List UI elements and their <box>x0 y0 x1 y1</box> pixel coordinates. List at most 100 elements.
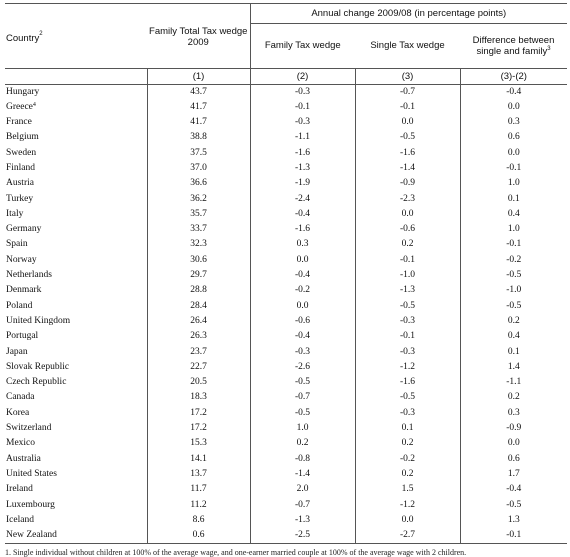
country-header-label: Country <box>6 33 40 45</box>
country-cell: New Zealand <box>5 528 147 545</box>
family-total-cell-value: 36.6 <box>190 178 207 189</box>
single-change-cell-value: -0.1 <box>399 101 416 112</box>
table-row: Norway 30.6 0.0 -0.1 -0.2 <box>5 252 568 269</box>
difference-cell-value: -0.2 <box>506 254 522 265</box>
family-total-cell: 15.3 <box>146 436 250 452</box>
family-total-cell-value: 26.4 <box>190 315 207 326</box>
family-total-cell: 20.5 <box>146 375 250 391</box>
difference-cell: -1.1 <box>459 375 568 391</box>
family-total-cell: 18.3 <box>146 390 250 406</box>
country-cell-value: Czech Republic <box>6 377 67 388</box>
country-cell-value: Slovak Republic <box>6 361 70 372</box>
family-tax-wedge-header: Family Tax wedge <box>249 23 355 68</box>
family-total-cell-value: 41.7 <box>190 101 207 112</box>
country-cell-value: Italy <box>6 208 24 219</box>
country-cell: Greece4 <box>5 100 147 115</box>
family-change-cell: -1.1 <box>249 130 355 146</box>
family-change-cell: -0.3 <box>249 344 355 360</box>
difference-cell: 0.2 <box>459 390 568 406</box>
family-change-cell: -1.6 <box>249 222 355 238</box>
country-cell: Turkey <box>5 192 147 207</box>
family-change-cell: -0.7 <box>249 390 355 406</box>
table-row: Sweden 37.5 -1.6 -1.6 0.0 <box>5 145 568 161</box>
family-total-cell-value: 15.3 <box>190 438 207 449</box>
family-change-cell: -1.3 <box>249 160 355 177</box>
single-change-cell-value: -0.5 <box>399 132 416 143</box>
country-cell-value: New Zealand <box>6 530 57 541</box>
country-cell-value: United Kingdom <box>6 315 71 326</box>
single-change-cell: -0.6 <box>354 222 460 238</box>
family-total-cell-value: 28.4 <box>190 300 207 311</box>
family-total-cell: 26.3 <box>146 329 250 345</box>
single-change-cell-value: 1.5 <box>401 484 414 495</box>
family-change-cell-value: -0.3 <box>294 117 311 128</box>
family-total-cell: 17.2 <box>146 405 250 422</box>
single-change-cell: 1.5 <box>354 482 460 498</box>
family-total-cell-value: 13.7 <box>190 468 207 479</box>
family-total-cell: 37.0 <box>146 160 250 177</box>
difference-header-footnote-ref: 3 <box>547 45 551 52</box>
single-change-cell: -0.3 <box>354 405 460 422</box>
family-total-header-line1: Family Total Tax wedge <box>149 26 248 37</box>
family-change-cell: -0.1 <box>249 99 355 116</box>
difference-cell: -0.4 <box>459 482 568 498</box>
single-change-cell: 0.2 <box>354 436 460 452</box>
family-total-cell: 0.6 <box>146 528 250 545</box>
family-change-cell-value: -0.1 <box>294 101 311 112</box>
difference-cell: 0.2 <box>459 313 568 330</box>
table-row: Switzerland 17.2 1.0 0.1 -0.9 <box>5 421 568 437</box>
country-cell-value: United States <box>6 468 57 479</box>
family-total-cell: 14.1 <box>146 451 250 467</box>
single-change-cell-value: 0.1 <box>401 423 414 434</box>
country-cell-value: Belgium <box>6 132 39 143</box>
family-change-cell: -1.9 <box>249 176 355 192</box>
family-total-cell-value: 11.7 <box>190 484 207 495</box>
difference-header: Difference between single and family3 <box>460 23 567 68</box>
difference-cell-value: 0.6 <box>507 132 520 143</box>
country-cell-value: Iceland <box>6 514 34 525</box>
difference-cell-value: 1.3 <box>507 514 520 525</box>
table-row: Austria 36.6 -1.9 -0.9 1.0 <box>5 176 568 192</box>
difference-cell: -1.0 <box>459 283 568 299</box>
table-row: United States 13.7 -1.4 0.2 1.7 <box>5 466 568 483</box>
single-change-cell: -0.2 <box>354 451 460 467</box>
single-change-cell: 0.0 <box>354 115 460 131</box>
family-total-cell: 23.7 <box>146 344 250 360</box>
single-change-cell-value: -0.3 <box>399 315 416 326</box>
single-tax-wedge-label: Single Tax wedge <box>370 40 445 51</box>
country-cell: Iceland <box>5 513 147 528</box>
family-change-cell-value: -0.2 <box>294 285 311 296</box>
family-total-cell: 33.7 <box>146 222 250 238</box>
single-change-cell: 0.0 <box>354 206 460 223</box>
family-total-cell: 36.2 <box>146 191 250 207</box>
family-change-cell: 0.0 <box>249 298 355 314</box>
country-cell-value: Ireland <box>6 484 33 495</box>
family-total-cell: 29.7 <box>146 268 250 284</box>
single-change-cell: -0.1 <box>354 252 460 269</box>
country-cell-value: Canada <box>6 392 35 403</box>
table-row: Belgium 38.8 -1.1 -0.5 0.6 <box>5 130 568 146</box>
family-change-cell-value: 1.0 <box>296 423 309 434</box>
top-rule <box>5 3 567 4</box>
difference-cell: 0.4 <box>459 329 568 345</box>
single-change-cell-value: -0.6 <box>399 224 416 235</box>
family-total-cell: 35.7 <box>146 206 250 223</box>
family-change-cell-value: -0.7 <box>294 392 311 403</box>
table-row: France 41.7 -0.3 0.0 0.3 <box>5 115 568 131</box>
single-change-cell-value: -0.9 <box>399 178 416 189</box>
family-change-cell-value: -0.8 <box>294 453 311 464</box>
single-change-cell: 0.2 <box>354 466 460 483</box>
country-cell-value: Norway <box>6 254 37 265</box>
single-change-cell-value: -0.1 <box>399 254 416 265</box>
family-total-cell-value: 18.3 <box>190 392 207 403</box>
family-change-cell-value: 0.3 <box>296 239 309 250</box>
family-change-cell-value: -0.6 <box>294 315 311 326</box>
difference-cell: -0.4 <box>459 84 568 100</box>
difference-cell-value: 1.4 <box>507 361 520 372</box>
family-total-cell: 32.3 <box>146 237 250 253</box>
index-blank <box>5 68 147 84</box>
table-row: Turkey 36.2 -2.4 -2.3 0.1 <box>5 191 568 207</box>
difference-cell-value: 0.0 <box>507 438 520 449</box>
country-cell: Finland <box>5 161 147 176</box>
family-total-cell: 11.7 <box>146 482 250 498</box>
